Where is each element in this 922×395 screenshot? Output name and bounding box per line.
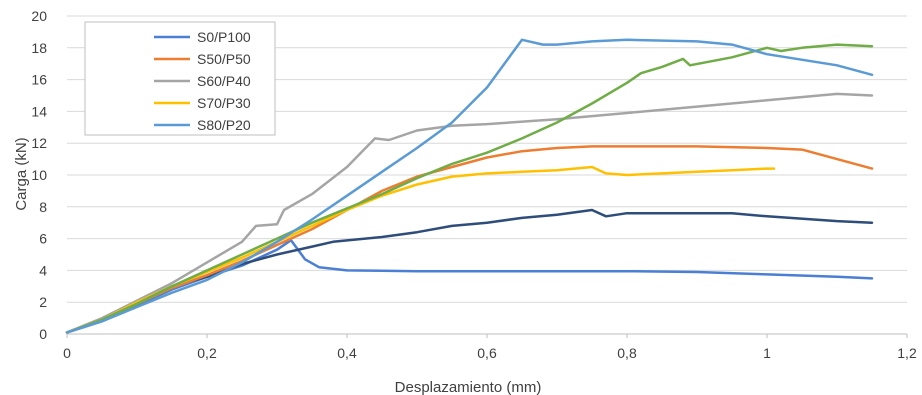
series-line-3	[65, 92, 874, 334]
series-lines	[65, 38, 874, 334]
y-tick-label: 6	[39, 231, 47, 247]
legend-label: S60/P40	[197, 73, 251, 89]
x-tick-label: 0	[63, 345, 71, 361]
series-line-4	[65, 165, 776, 334]
x-tick-label: 0,8	[617, 345, 637, 361]
y-tick-label: 2	[39, 294, 47, 310]
x-tick-label: 0,6	[477, 345, 497, 361]
y-tick-label: 16	[31, 72, 47, 88]
y-tick-label: 10	[31, 167, 47, 183]
y-tick-label: 4	[39, 262, 47, 278]
series-line-6	[65, 38, 874, 334]
y-tick-label: 8	[39, 199, 47, 215]
legend-box	[84, 21, 276, 136]
x-tick-label: 0,4	[337, 345, 357, 361]
legend: S0/P100 S50/P50 S60/P40 S70/P30 S80/P20	[84, 21, 276, 136]
legend-label: S50/P50	[197, 51, 251, 67]
y-tick-label: 14	[31, 103, 47, 119]
y-axis-title: Carga (kN)	[13, 137, 30, 210]
legend-label: S70/P30	[197, 95, 251, 111]
y-tick-label: 18	[31, 40, 47, 56]
series-line-0	[65, 238, 874, 334]
y-tick-label: 20	[31, 8, 47, 24]
x-axis-title: Desplazamiento (mm)	[395, 379, 542, 395]
y-tick-label: 12	[31, 135, 47, 151]
x-tick-label: 0,2	[197, 345, 217, 361]
axes	[66, 333, 908, 338]
legend-label: S80/P20	[197, 117, 251, 133]
x-tick-labels: 0 0,2 0,4 0,6 0,8 1 1,2	[63, 345, 917, 361]
y-tick-label: 0	[39, 326, 47, 342]
y-tick-labels: 0 2 4 6 8 10 12 14 16 18 20	[31, 8, 47, 342]
legend-label: S0/P100	[197, 29, 251, 45]
x-tick-label: 1	[763, 345, 771, 361]
x-tick-label: 1,2	[897, 345, 917, 361]
